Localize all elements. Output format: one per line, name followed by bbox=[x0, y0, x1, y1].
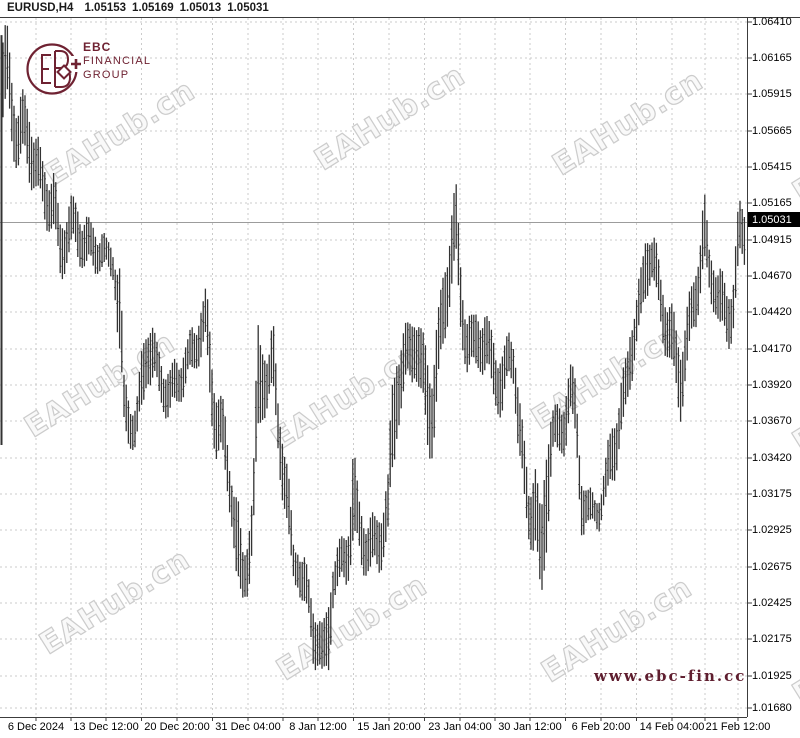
brand-url: www.ebc-fin.cc bbox=[594, 667, 747, 685]
price-axis-label: 1.03670 bbox=[752, 415, 792, 427]
high-value: 1.05169 bbox=[132, 2, 174, 14]
price-axis-label: 1.03175 bbox=[752, 488, 792, 500]
ohlc-open-close-ticks bbox=[1, 52, 746, 659]
time-axis-label: 23 Jan 04:00 bbox=[428, 721, 492, 733]
price-axis-label: 1.05665 bbox=[752, 125, 792, 137]
price-axis-label: 1.03420 bbox=[752, 452, 792, 464]
chart-frame bbox=[0, 17, 800, 721]
current-price-label: 1.05031 bbox=[752, 213, 792, 226]
price-axis-label: 1.02675 bbox=[752, 561, 792, 573]
price-axis-label: 1.02425 bbox=[752, 597, 792, 609]
time-axis-label: 30 Jan 12:00 bbox=[498, 721, 562, 733]
logo-diamond bbox=[56, 64, 72, 80]
price-axis-label: 1.05165 bbox=[752, 197, 792, 209]
logo-letter-e bbox=[41, 54, 51, 84]
time-axis-label: 14 Feb 04:00 bbox=[639, 721, 705, 733]
price-axis-label: 1.02925 bbox=[752, 524, 792, 536]
time-axis-label: 6 Feb 20:00 bbox=[571, 721, 631, 733]
price-axis-label: 1.05915 bbox=[752, 88, 792, 100]
price-axis-label: 1.01925 bbox=[752, 670, 792, 682]
price-axis-label: 1.03920 bbox=[752, 379, 792, 391]
ohlc-info: EURUSD,H4 1.05153 1.05169 1.05013 1.05031 bbox=[7, 2, 275, 16]
time-axis-label: 20 Dec 20:00 bbox=[144, 721, 210, 733]
logo-text-group: GROUP bbox=[83, 69, 130, 81]
price-axis-label: 1.04915 bbox=[752, 234, 792, 246]
price-axis-label: 1.05415 bbox=[752, 161, 792, 173]
logo-text-financial: FINANCIAL bbox=[83, 55, 152, 67]
ebc-logo bbox=[26, 43, 82, 95]
time-axis-label: 31 Dec 04:00 bbox=[215, 721, 281, 733]
logo-text-ebc: EBC bbox=[83, 40, 112, 54]
time-axis-label: 8 Jan 12:00 bbox=[289, 721, 347, 733]
time-axis-label: 6 Dec 2024 bbox=[7, 721, 65, 733]
price-axis-label: 1.01680 bbox=[752, 702, 792, 714]
low-value: 1.05013 bbox=[179, 2, 222, 14]
price-axis-label: 1.04670 bbox=[752, 270, 792, 282]
close-value: 1.05031 bbox=[227, 2, 269, 14]
time-axis-label: 15 Jan 20:00 bbox=[357, 721, 421, 733]
time-axis-label: 21 Feb 12:00 bbox=[705, 721, 771, 733]
logo-wordmark: EBC FINANCIAL GROUP bbox=[83, 40, 151, 82]
open-value: 1.05153 bbox=[84, 2, 127, 14]
symbol-timeframe: EURUSD,H4 bbox=[7, 2, 74, 14]
price-axis-label: 1.06410 bbox=[752, 16, 792, 28]
price-axis-label: 1.04420 bbox=[752, 306, 792, 318]
current-price-box: 1.05031 bbox=[748, 212, 800, 227]
price-axis-label: 1.06165 bbox=[752, 52, 792, 64]
logo-plus-icon bbox=[71, 59, 81, 69]
time-axis-label: 13 Dec 12:00 bbox=[73, 721, 139, 733]
price-axis-label: 1.02175 bbox=[752, 633, 792, 645]
price-axis-label: 1.04170 bbox=[752, 343, 792, 355]
